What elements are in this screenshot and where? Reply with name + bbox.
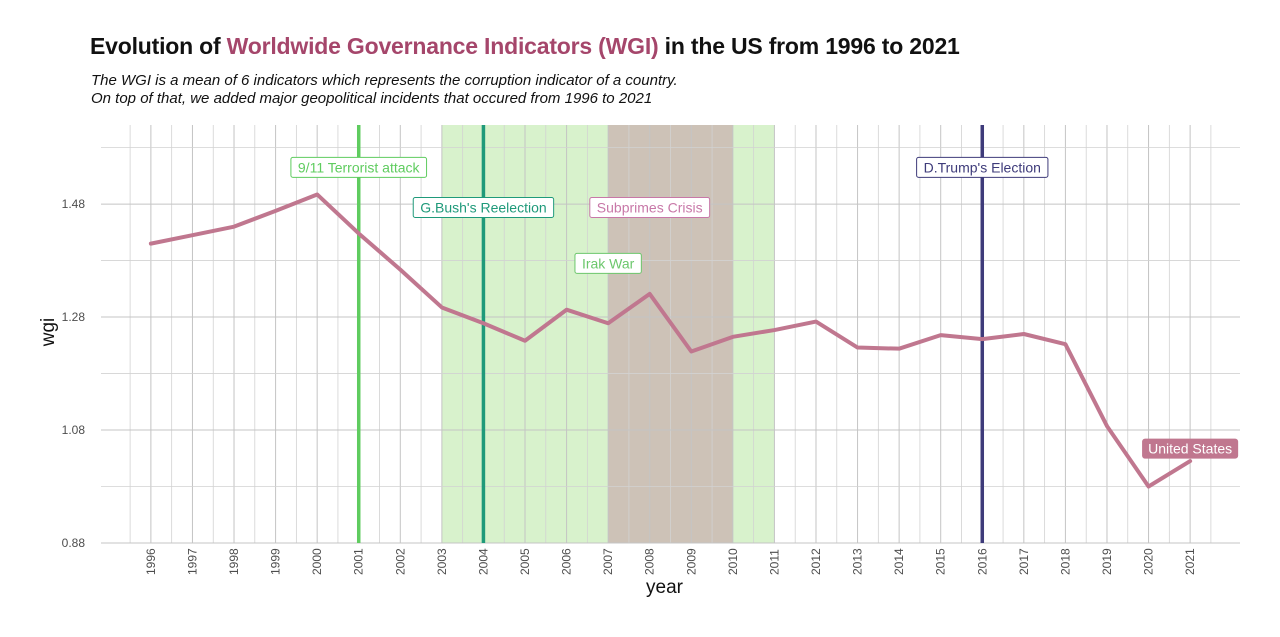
x-tick-label: 1998 [227,548,241,575]
event-label: Irak War [582,255,635,271]
data-point [940,334,942,336]
data-point [233,226,235,228]
event-label-box [574,252,642,274]
event-label: D.Trump's Election [924,159,1041,175]
x-tick-label: 2019 [1100,548,1114,575]
x-tick-label: 2015 [934,548,948,575]
data-point [773,329,775,331]
event-label-group: Irak War [574,252,642,274]
event-label: G.Bush's Reelection [420,199,546,215]
series-line-0 [148,192,1193,489]
data-point [898,348,900,350]
event-label-box [589,196,711,218]
y-tick-label: 1.28 [62,310,86,324]
x-tick-label: 1999 [269,548,283,575]
x-tick-label: 2017 [1017,548,1031,575]
x-tick-label: 2005 [518,548,532,575]
data-point [358,232,360,234]
subtitle-line-1: The WGI is a mean of 6 indicators which … [91,72,678,89]
data-point [482,322,484,324]
event-label: 9/11 Terrorist attack [298,159,421,175]
x-tick-label: 2011 [767,549,781,575]
x-axis-title: year [646,577,684,598]
series-label-group: United States [1142,438,1239,459]
title-suffix: in the US from 1996 to 2021 [658,33,960,59]
data-point [275,210,277,212]
event-label-group: Subprimes Crisis [589,196,711,218]
title-highlight: Worldwide Governance Indicators (WGI) [226,33,659,59]
data-point [316,193,318,195]
x-tick-label: 2001 [352,548,366,575]
x-tick-label: 2009 [684,548,698,575]
data-point [732,336,734,338]
series-label-box [1142,438,1239,459]
event-label-box [290,156,428,178]
data-point [815,321,817,323]
y-tick-label: 1.48 [62,197,86,211]
x-tick-label: 2012 [809,548,823,575]
data-point [1148,486,1150,488]
event-label-box [412,196,555,218]
x-tick-label: 2021 [1183,548,1197,575]
chart-title: Evolution of Worldwide Governance Indica… [90,33,960,60]
y-tick-label: 1.08 [62,423,86,437]
data-point [150,243,152,245]
x-tick-label: 2002 [393,548,407,575]
x-tick-label: 2006 [560,548,574,575]
data-point [1106,425,1108,427]
data-point [441,306,443,308]
title-prefix: Evolution of [90,33,227,59]
x-tick-label: 2010 [726,548,740,575]
data-point [857,347,859,349]
chart-subtitle: The WGI is a mean of 6 indicators which … [91,72,678,108]
x-tick-label: 2004 [476,548,490,575]
data-point [1189,460,1191,462]
subtitle-line-2: On top of that, we added major geopoliti… [91,90,653,107]
data-point [524,340,526,342]
event-label: Subprimes Crisis [597,199,703,215]
data-point [191,234,193,236]
data-point [566,309,568,311]
x-tick-label: 2000 [310,548,324,575]
x-tick-label: 1996 [144,548,158,575]
data-point [649,293,651,295]
x-tick-label: 2016 [975,548,989,575]
x-tick-label: 2008 [643,548,657,575]
x-tick-label: 2007 [601,548,615,575]
data-point [399,269,401,271]
x-tick-label: 2003 [435,548,449,575]
y-axis-title: wgi [38,318,59,348]
x-tick-label: 2018 [1058,548,1072,575]
x-tick-label: 2014 [892,548,906,575]
event-label-group: G.Bush's Reelection [412,196,555,218]
data-point [1023,333,1025,335]
x-tick-label: 1997 [185,548,199,575]
event-label-box [916,156,1049,178]
data-point [607,322,609,324]
event-label-group: 9/11 Terrorist attack [290,156,428,178]
event-label-group: D.Trump's Election [916,156,1049,178]
y-tick-label: 0.88 [62,536,86,550]
series-label: United States [1148,441,1232,457]
x-tick-label: 2013 [851,548,865,575]
data-point [690,351,692,353]
data-point [1064,343,1066,345]
x-tick-label: 2020 [1142,548,1156,575]
data-point [981,338,983,340]
